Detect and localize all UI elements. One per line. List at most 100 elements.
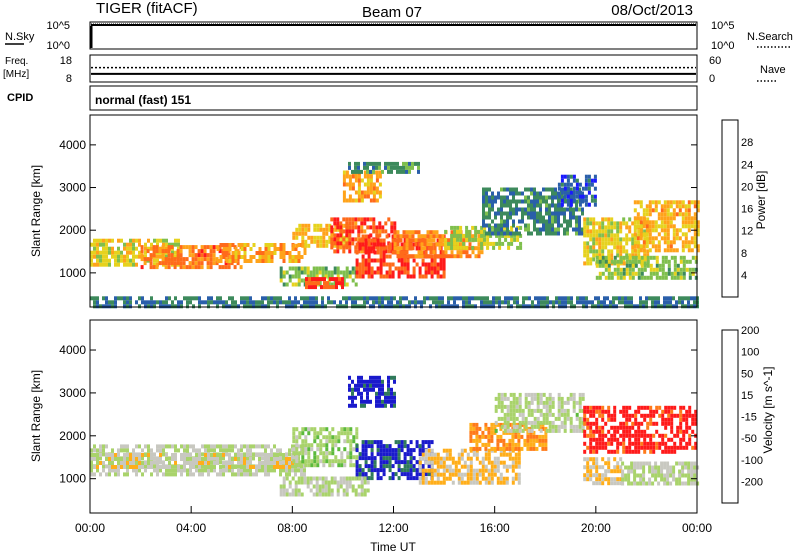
velocity-cell	[90, 448, 93, 453]
power-cell	[488, 223, 491, 228]
power-cell	[182, 257, 186, 262]
power-cell	[354, 237, 358, 242]
velocity-cell	[406, 472, 410, 477]
velocity-cell	[627, 465, 631, 470]
velocity-cell	[378, 379, 381, 384]
power-cell	[575, 215, 578, 220]
velocity-cell	[379, 456, 383, 461]
power-cell	[417, 250, 421, 255]
velocity-cell	[400, 472, 404, 477]
power-cell	[551, 203, 554, 208]
power-cell	[491, 231, 494, 236]
velocity-cell	[657, 473, 661, 478]
velocity-cell	[652, 449, 656, 454]
power-cell	[670, 275, 674, 280]
velocity-cell	[357, 375, 360, 380]
nsky-label: N.Sky	[5, 31, 35, 43]
velocity-cell	[646, 441, 650, 446]
velocity-cell	[421, 440, 425, 445]
power-cell	[294, 255, 298, 259]
power-cell	[129, 246, 132, 251]
velocity-cell	[406, 460, 410, 465]
velocity-cell	[652, 445, 656, 450]
power-cell	[273, 296, 276, 301]
power-cell	[657, 304, 660, 309]
velocity-cell	[156, 465, 159, 469]
power-cell	[616, 263, 620, 268]
power-cell	[300, 304, 303, 309]
velocity-cell	[382, 448, 386, 453]
power-cell	[396, 300, 399, 305]
velocity-cell	[126, 461, 129, 465]
power-cell	[612, 296, 615, 301]
velocity-cell	[343, 459, 347, 464]
power-cell	[240, 247, 244, 251]
power-cell	[521, 211, 524, 216]
velocity-cell	[667, 437, 671, 442]
power-cell	[408, 300, 411, 305]
power-cell	[498, 241, 502, 246]
velocity-cell	[258, 468, 261, 473]
velocity-cell	[387, 395, 390, 400]
velocity-cell	[210, 468, 213, 473]
power-cell	[320, 277, 323, 282]
velocity-cell	[388, 460, 392, 465]
power-cell	[539, 227, 542, 232]
velocity-cell	[355, 455, 359, 460]
velocity-cell	[322, 435, 326, 440]
velocity-cell	[505, 446, 509, 451]
velocity-cell	[508, 438, 512, 443]
power-cell	[433, 242, 437, 247]
power-cell	[639, 216, 643, 221]
power-cell	[589, 217, 593, 222]
velocity-cell	[183, 465, 186, 469]
velocity-cell	[102, 464, 105, 469]
velocity-cell	[514, 456, 518, 461]
power-cell	[132, 258, 135, 263]
power-cell	[191, 249, 195, 254]
power-cell	[423, 296, 426, 301]
velocity-cell	[412, 464, 416, 469]
velocity-cell	[391, 476, 395, 481]
velocity-cell	[563, 420, 567, 425]
velocity-cell	[517, 480, 521, 485]
velocity-cell	[503, 392, 507, 397]
velocity-cell	[207, 468, 210, 473]
power-cell	[616, 233, 620, 238]
power-cell	[584, 202, 588, 207]
power-cell	[456, 225, 460, 230]
power-cell	[378, 221, 382, 226]
velocity-cell	[370, 444, 374, 449]
power-cell	[583, 229, 587, 234]
velocity-cell	[418, 480, 422, 485]
power-cell	[403, 270, 407, 275]
velocity-cell	[225, 448, 228, 453]
power-cell	[561, 296, 564, 301]
velocity-cell	[388, 444, 392, 449]
velocity-cell	[270, 457, 273, 461]
velocity-cell	[487, 448, 491, 453]
velocity-cell	[295, 447, 299, 452]
power-cell	[564, 304, 567, 309]
velocity-cell	[168, 456, 171, 461]
power-cell	[570, 296, 573, 301]
power-cell	[298, 223, 302, 228]
velocity-cell	[340, 459, 344, 464]
velocity-cell	[225, 444, 228, 449]
power-cell	[655, 275, 659, 280]
velocity-cell	[282, 480, 286, 485]
velocity-cell	[541, 442, 545, 447]
velocity-cell	[661, 437, 665, 442]
velocity-cell	[640, 429, 644, 434]
velocity-cell	[234, 453, 237, 457]
power-cell	[206, 257, 210, 262]
velocity-cell	[409, 468, 413, 473]
velocity-cell	[490, 464, 494, 469]
velocity-cell	[421, 464, 425, 469]
power-cell	[93, 300, 96, 305]
power-cell	[370, 258, 374, 263]
power-cell	[261, 304, 264, 309]
power-cell	[471, 304, 474, 309]
power-cell	[120, 296, 123, 301]
velocity-cell	[445, 448, 449, 453]
